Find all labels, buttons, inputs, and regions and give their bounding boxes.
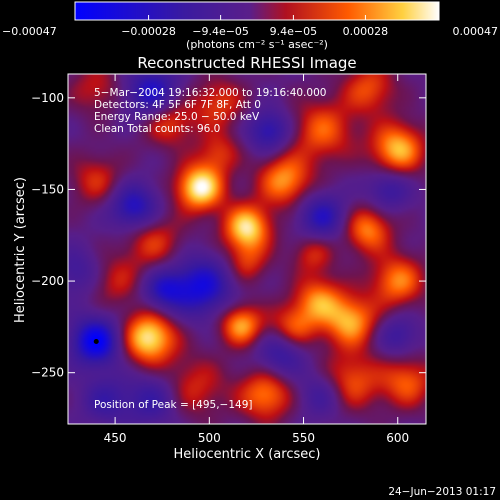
colorbar-unit-label: (photons cm⁻² s⁻¹ asec⁻²) <box>186 38 328 51</box>
footer-date: 24−Jun−2013 01:17 <box>388 486 496 498</box>
x-tick-label: 600 <box>386 431 409 445</box>
annotation-clean-counts: Clean Total counts: 96.0 <box>94 123 220 135</box>
colorbar-tick-label: −9.4e−05 <box>192 25 249 38</box>
annotation-peak-position: Position of Peak = [495,−149] <box>94 399 253 411</box>
y-tick-label: −250 <box>31 366 64 380</box>
y-axis-ticks: −100 −150 −200 −250 <box>31 91 426 380</box>
y-tick-label: −200 <box>31 274 64 288</box>
x-tick-label: 550 <box>292 431 315 445</box>
y-tick-label: −150 <box>31 182 64 196</box>
heatmap-image <box>68 74 426 424</box>
chart-title: Reconstructed RHESSI Image <box>137 54 356 72</box>
x-tick-label: 500 <box>198 431 221 445</box>
y-axis-label: Heliocentric Y (arcsec) <box>13 177 28 323</box>
colorbar-tick-label: 9.4e−05 <box>270 25 317 38</box>
colorbar-tick-label: 0.00028 <box>343 25 389 38</box>
y-tick-label: −100 <box>31 91 64 105</box>
annotation-detectors: Detectors: 4F 5F 6F 7F 8F, Att 0 <box>94 99 261 111</box>
x-axis-ticks: 450 500 550 600 <box>104 74 409 445</box>
annotation-time-range: 5−Mar−2004 19:16:32.000 to 19:16:40.000 <box>94 87 326 99</box>
plot-frame <box>67 73 427 425</box>
minimum-dot <box>93 339 99 345</box>
x-tick-label: 450 <box>104 431 127 445</box>
peak-marker <box>93 339 99 345</box>
colorbar-tick-label: −0.00047 <box>2 25 57 38</box>
colorbar-ticks <box>74 15 440 20</box>
colorbar-tick-label: −0.00028 <box>121 25 176 38</box>
annotation-energy-range: Energy Range: 25.0 − 50.0 keV <box>94 111 260 123</box>
colorbar-tick-label: 0.00047 <box>453 25 499 38</box>
colorbar <box>74 1 440 21</box>
x-axis-label: Heliocentric X (arcsec) <box>174 447 321 462</box>
colorbar-tick-labels: −0.00047 −0.00028 −9.4e−05 9.4e−05 0.00028 0.… <box>2 25 498 38</box>
